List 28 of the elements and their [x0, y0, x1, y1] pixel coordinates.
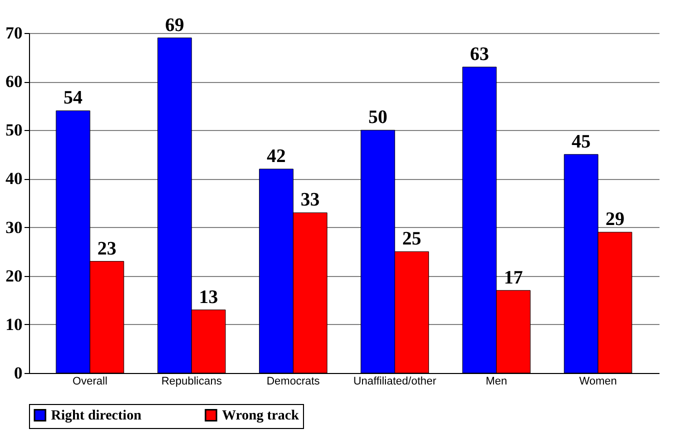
data-label: 42	[266, 146, 286, 167]
data-label: 33	[300, 190, 320, 211]
x-tick-label: Men	[486, 376, 508, 388]
x-tick-label: Democrats	[266, 376, 320, 388]
data-label: 54	[64, 88, 84, 109]
x-tick-label: Overall	[72, 376, 108, 388]
data-label: 25	[402, 228, 422, 250]
legend-label: Wrong track	[222, 408, 300, 424]
y-tick-label: 30	[6, 218, 22, 237]
data-label: 17	[504, 267, 524, 288]
x-tick-label: Women	[579, 376, 617, 388]
y-tick-label: 70	[6, 24, 22, 42]
y-tick-label: 20	[6, 266, 22, 286]
data-label: 45	[572, 131, 591, 152]
x-tick-label: Republicans	[161, 376, 222, 388]
data-label: 13	[199, 286, 218, 308]
y-tick-label: 50	[6, 120, 22, 140]
legend-label: Right direction	[51, 408, 142, 424]
y-tick-label: 60	[6, 72, 22, 92]
y-tick-label: 0	[14, 364, 22, 382]
y-tick-label: 40	[6, 169, 22, 188]
data-label: 63	[470, 44, 489, 65]
y-tick-label: 10	[6, 314, 22, 334]
data-label: 29	[605, 209, 624, 230]
x-tick-label: Unaffiliated/other	[353, 376, 437, 388]
data-label: 23	[97, 238, 116, 260]
data-label: 50	[368, 107, 388, 128]
data-label: 69	[165, 14, 184, 36]
